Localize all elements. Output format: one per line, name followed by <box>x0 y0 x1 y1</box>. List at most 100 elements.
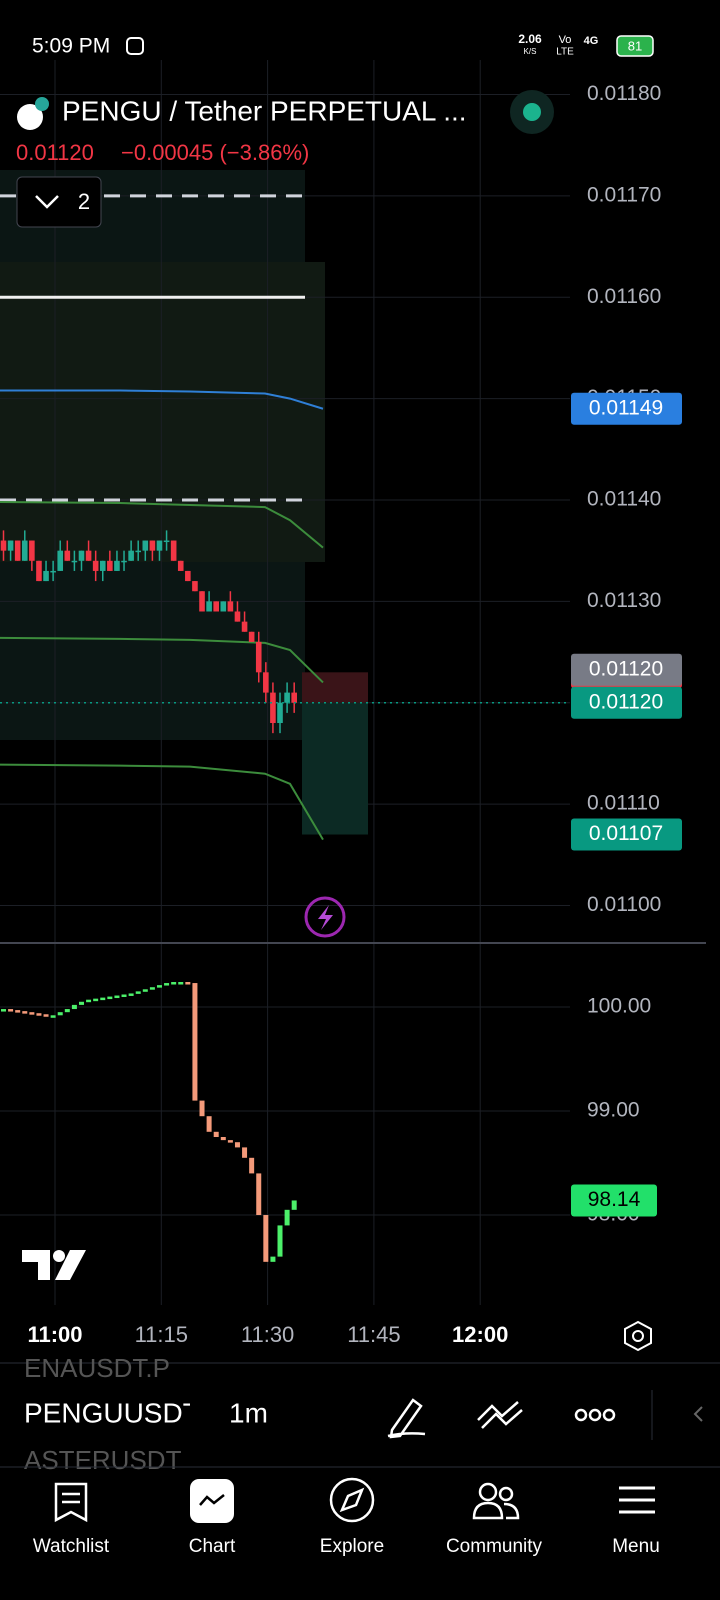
x-tick-label: 11:45 <box>347 1322 400 1347</box>
nav-label[interactable]: Community <box>446 1536 543 1557</box>
y-tick-label: 99.00 <box>587 1099 640 1122</box>
target-zone <box>302 702 368 835</box>
indicator-bar <box>142 989 148 992</box>
settings-icon[interactable] <box>624 1320 652 1352</box>
chevron <box>35 195 59 209</box>
nav-label[interactable]: Watchlist <box>33 1536 110 1557</box>
y-tick-label: 0.01140 <box>587 488 661 511</box>
candle-body <box>206 601 212 612</box>
more-button[interactable] <box>574 1408 616 1422</box>
trend-tool[interactable] <box>477 1401 523 1429</box>
candle-body <box>71 560 78 563</box>
indicator-bar <box>249 1157 255 1174</box>
indicator-bar <box>192 983 198 1101</box>
status-network: 4G <box>584 35 599 47</box>
indicator-bar <box>93 998 99 1002</box>
indicator-bar <box>57 1012 63 1016</box>
chart-title[interactable]: PENGU / Tether PERPETUAL ... <box>62 95 467 126</box>
collapse-button[interactable] <box>16 176 102 228</box>
x-tick-label: 11:15 <box>135 1322 188 1347</box>
indicator-bar <box>178 982 184 985</box>
interval[interactable]: 1m <box>229 1397 268 1428</box>
indicator-bar <box>71 1004 77 1010</box>
last-price: 0.01120 <box>16 140 94 165</box>
symbol-logo[interactable] <box>17 104 43 130</box>
indicator-bar <box>263 1215 269 1262</box>
candle-body <box>135 550 142 553</box>
y-tick-label: 0.01110 <box>587 792 660 815</box>
indicator-bar <box>206 1116 212 1132</box>
candle-body <box>248 631 255 642</box>
stop-zone <box>302 672 368 703</box>
candle-body <box>85 550 92 561</box>
band-line <box>0 501 324 549</box>
candle-body <box>128 550 134 561</box>
nav-label[interactable]: Menu <box>612 1536 660 1557</box>
candle-body <box>177 560 184 571</box>
indicator-bar <box>107 996 113 1000</box>
nav-icon <box>339 1487 365 1513</box>
price-badge <box>571 653 682 686</box>
candle-body <box>241 621 248 632</box>
candle-body <box>213 601 219 612</box>
candle-body <box>227 601 234 612</box>
band-line <box>0 763 324 841</box>
price-badge <box>571 392 682 425</box>
scroll-arrow[interactable] <box>693 1406 703 1422</box>
indicator-bar <box>1 1009 6 1012</box>
indicator-bar <box>149 987 155 990</box>
nav-icon <box>54 1482 88 1523</box>
status-icon <box>126 37 144 55</box>
nav-icon <box>472 1482 520 1520</box>
x-tick-label: 11:30 <box>241 1322 294 1347</box>
candle-body <box>156 540 163 551</box>
nav-label[interactable]: Explore <box>320 1536 384 1557</box>
nav-icon <box>199 1494 225 1506</box>
indicator-bar <box>135 991 141 994</box>
indicator-bar <box>22 1011 28 1014</box>
candle-body <box>121 560 127 563</box>
candle-body <box>21 540 28 561</box>
symbol-current[interactable]: PENGUUSDT <box>24 1397 200 1428</box>
candle-body <box>36 560 42 582</box>
nav-icon <box>329 1477 375 1523</box>
indicator-bar <box>64 1009 70 1013</box>
indicator-bar <box>242 1147 248 1158</box>
status-speed: 2.06 <box>518 32 542 46</box>
candle-body <box>7 540 14 551</box>
indicator-bar <box>86 999 92 1003</box>
candle-body <box>142 540 149 551</box>
status-time: 5:09 PM <box>32 35 110 58</box>
indicator-bar <box>256 1173 262 1216</box>
indicator-bar <box>270 1256 276 1262</box>
indicator-bar <box>8 1009 14 1012</box>
candle-body <box>114 560 120 571</box>
battery <box>616 35 654 57</box>
indicator-bar <box>78 1001 84 1005</box>
status-volte: Vo <box>559 34 572 46</box>
alert-icon[interactable] <box>304 896 346 938</box>
candle-body <box>277 702 283 724</box>
candle-body <box>185 570 191 582</box>
plot <box>0 194 570 1262</box>
market-status[interactable] <box>523 103 541 121</box>
candle-body <box>234 611 241 622</box>
indicator-bar <box>199 1100 205 1117</box>
price-badge-label: 0.01149 <box>589 396 663 419</box>
indicator-bar <box>171 982 177 985</box>
candle-body <box>64 550 71 561</box>
candle-body <box>255 641 262 673</box>
status-speed-unit: K/S <box>524 47 537 56</box>
y-tick-label: 0.01170 <box>587 183 661 206</box>
candle-body <box>192 581 198 592</box>
candle-body <box>220 601 227 612</box>
indicator-bar <box>185 982 191 985</box>
price-badge <box>571 686 682 719</box>
draw-tool[interactable] <box>387 1398 426 1439</box>
nav-label[interactable]: Chart <box>189 1536 236 1557</box>
price-badge <box>571 818 682 851</box>
candle-body <box>149 540 156 551</box>
indicator-bar <box>234 1142 240 1148</box>
